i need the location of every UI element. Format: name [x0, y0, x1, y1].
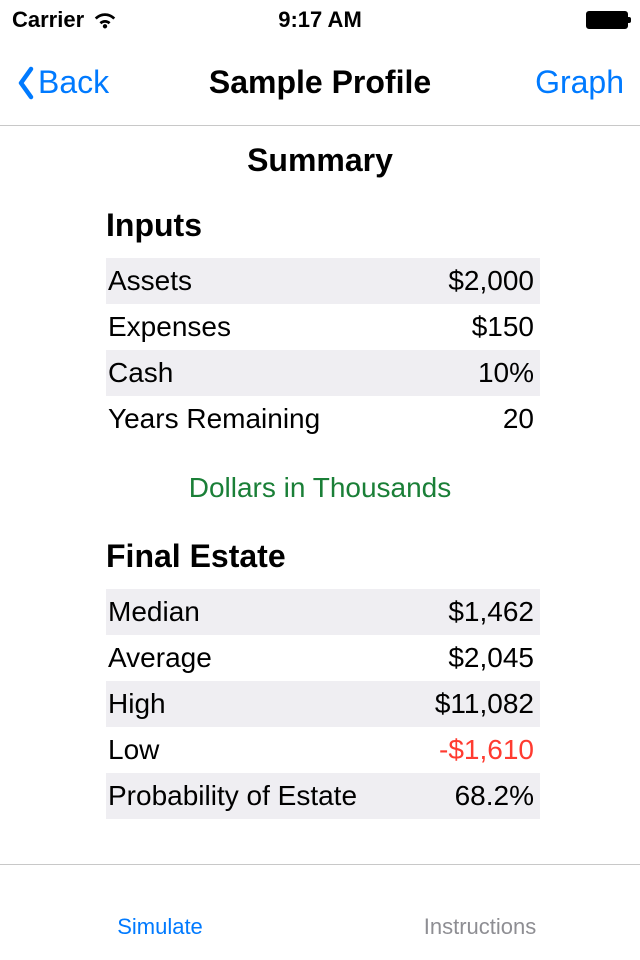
input-row: Years Remaining 20 [106, 396, 540, 442]
input-row: Cash 10% [106, 350, 540, 396]
wifi-icon [92, 10, 118, 30]
back-label: Back [38, 64, 109, 101]
estate-row: Low -$1,610 [106, 727, 540, 773]
graph-button[interactable]: Graph [535, 64, 624, 101]
estate-label: Median [108, 596, 200, 628]
input-label: Years Remaining [108, 403, 320, 435]
input-label: Expenses [108, 311, 231, 343]
input-value: 10% [478, 357, 534, 389]
estate-label: Average [108, 642, 212, 674]
estate-row: Average $2,045 [106, 635, 540, 681]
input-label: Assets [108, 265, 192, 297]
summary-heading: Summary [0, 142, 640, 179]
tab-instructions[interactable]: Instructions [320, 865, 640, 960]
nav-bar: Back Sample Profile Graph [0, 40, 640, 126]
chevron-left-icon [16, 66, 36, 100]
status-right [586, 11, 628, 29]
estate-label: High [108, 688, 166, 720]
estate-value: $11,082 [435, 688, 534, 720]
battery-icon [586, 11, 628, 29]
inputs-section: Inputs Assets $2,000 Expenses $150 Cash 10% Ye… [0, 207, 640, 442]
inputs-heading: Inputs [106, 207, 540, 244]
estate-heading: Final Estate [106, 538, 540, 575]
input-value: $2,000 [448, 265, 534, 297]
tab-bar: Simulate Instructions [0, 864, 640, 960]
estate-row: Median $1,462 [106, 589, 540, 635]
input-row: Expenses $150 [106, 304, 540, 350]
estate-value: 68.2% [455, 780, 534, 812]
status-time: 9:17 AM [278, 7, 362, 33]
page-title: Sample Profile [209, 64, 431, 101]
status-left: Carrier [12, 7, 118, 33]
input-row: Assets $2,000 [106, 258, 540, 304]
input-label: Cash [108, 357, 173, 389]
estate-row: Probability of Estate 68.2% [106, 773, 540, 819]
status-bar: Carrier 9:17 AM [0, 0, 640, 40]
estate-value: $2,045 [448, 642, 534, 674]
back-button[interactable]: Back [16, 64, 109, 101]
content: Summary Inputs Assets $2,000 Expenses $150 C… [0, 126, 640, 819]
estate-value: $1,462 [448, 596, 534, 628]
estate-row: High $11,082 [106, 681, 540, 727]
input-value: $150 [472, 311, 534, 343]
input-value: 20 [503, 403, 534, 435]
estate-value: -$1,610 [439, 734, 534, 766]
estate-label: Probability of Estate [108, 780, 357, 812]
carrier-label: Carrier [12, 7, 84, 33]
estate-section: Final Estate Median $1,462 Average $2,045 Hi… [0, 538, 640, 819]
tab-simulate[interactable]: Simulate [0, 865, 320, 960]
estate-label: Low [108, 734, 159, 766]
units-note: Dollars in Thousands [0, 472, 640, 504]
